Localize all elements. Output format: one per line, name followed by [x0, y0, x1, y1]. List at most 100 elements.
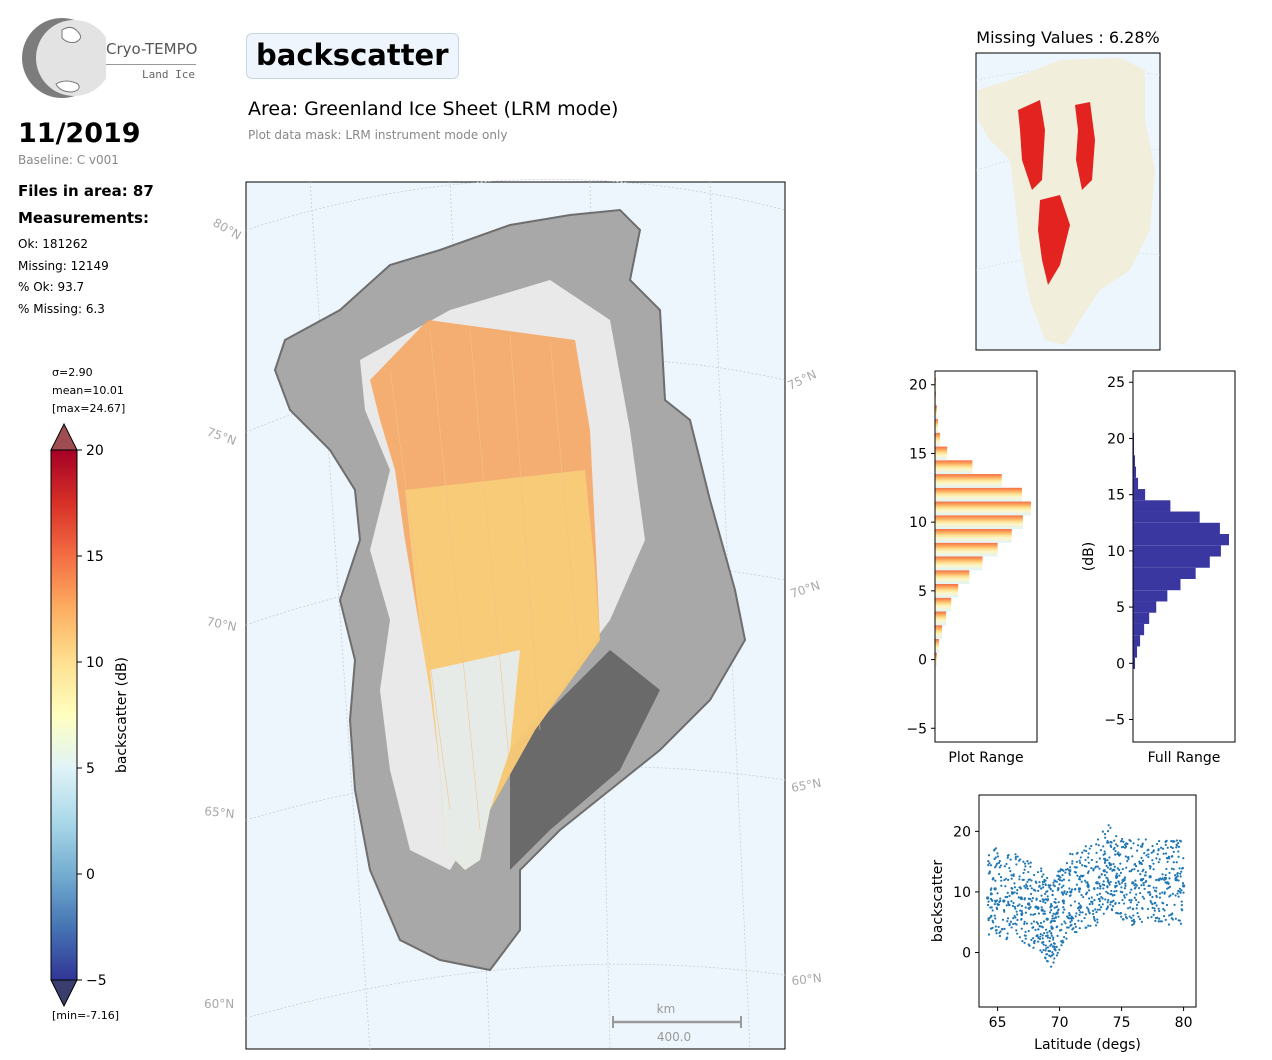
- scatter-cloud-point: [1110, 893, 1113, 896]
- scatter-cloud-point: [995, 906, 998, 909]
- scatter-cloud-point: [1024, 911, 1027, 914]
- scatter-cloud-point: [1088, 889, 1091, 892]
- scatter-cloud-point: [1118, 901, 1121, 905]
- scatter-cloud-point: [996, 852, 999, 855]
- scatter-cloud-point: [1139, 892, 1142, 895]
- scatter-cloud-point: [1109, 867, 1112, 870]
- hist-frame: [1132, 370, 1236, 743]
- scatter-cloud-point: [1065, 893, 1068, 896]
- scatter-cloud-point: [1046, 936, 1049, 939]
- hist-xlabel: Full Range: [1148, 750, 1221, 766]
- scatter-cloud-point: [1043, 892, 1047, 896]
- scatter-cloud-point: [1117, 851, 1120, 854]
- scatter-cloud-point: [1140, 862, 1143, 866]
- scatter-cloud-point: [1055, 880, 1058, 883]
- hist-bar: [1133, 657, 1136, 669]
- scatter-cloud-point: [1170, 840, 1173, 843]
- scatter-cloud-point: [1027, 929, 1030, 933]
- scatter-cloud-point: [1051, 951, 1054, 954]
- scatter-cloud-point: [1158, 858, 1161, 861]
- scatter-cloud-point: [1068, 887, 1071, 890]
- scatter-cloud-point: [1142, 868, 1145, 871]
- lat-label-right-70: 70°N: [789, 578, 822, 601]
- scatter-cloud-point: [1124, 843, 1127, 846]
- scatter-cloud-point: [1175, 846, 1178, 849]
- scatter-cloud-point: [1038, 884, 1041, 887]
- colorbar-gradient: [50, 449, 78, 981]
- scatter-cloud-point: [1106, 885, 1109, 888]
- scatter-cloud-point: [996, 892, 999, 895]
- scatter-cloud-point: [1113, 869, 1116, 872]
- scatter-cloud-point: [1156, 916, 1159, 919]
- scatter-cloud-point: [1078, 878, 1082, 881]
- scatter-cloud-point: [1173, 903, 1176, 906]
- scatter-cloud-point: [1083, 864, 1086, 868]
- scatter-cloud-point: [1034, 928, 1037, 931]
- scatter-cloud-point: [1080, 920, 1083, 923]
- scatter-cloud-point: [1095, 860, 1098, 864]
- scatter-cloud-point: [1164, 918, 1167, 921]
- scatter-cloud-point: [1029, 865, 1032, 868]
- scatter-cloud-point: [1075, 852, 1079, 855]
- scatter-cloud-point: [1075, 912, 1078, 915]
- scatter-point: [1086, 884, 1090, 888]
- scatter-point: [1148, 875, 1152, 879]
- scatter-cloud-point: [1023, 862, 1027, 865]
- scatter-cloud-point: [1106, 905, 1109, 908]
- scatter-cloud-point: [1061, 939, 1064, 942]
- scatter-cloud-point: [1020, 912, 1024, 915]
- colorbar-tick-label: 10: [86, 655, 104, 671]
- scatter-cloud-point: [1040, 906, 1043, 909]
- colorbar-tick-label: −5: [86, 973, 107, 989]
- scatter-cloud-point: [1044, 901, 1047, 904]
- scatter-cloud-point: [1092, 912, 1095, 916]
- scatter-cloud-point: [1041, 883, 1045, 886]
- scatter-cloud-point: [1119, 871, 1122, 874]
- scatter-cloud-point: [986, 903, 990, 907]
- scatter-cloud-point: [1154, 919, 1157, 923]
- scatter-cloud-point: [1098, 867, 1101, 870]
- scatter-cloud-point: [1142, 883, 1145, 887]
- scatter-cloud-point: [991, 899, 994, 902]
- scatter-cloud-point: [1151, 906, 1154, 910]
- scatter-cloud-point: [1119, 911, 1123, 915]
- scatter-cloud-point: [1096, 838, 1100, 841]
- scatter-cloud-point: [1025, 885, 1029, 888]
- hist-bar: [1133, 500, 1171, 512]
- scatter-ytick-label: 10: [953, 885, 971, 901]
- scatter-cloud-point: [1031, 897, 1034, 900]
- scatter-cloud-point: [1008, 922, 1011, 925]
- scatter-cloud-point: [1041, 937, 1044, 940]
- scatter-cloud-point: [1006, 895, 1009, 899]
- lat-label-left-80: 80°N: [211, 215, 244, 242]
- scatter-cloud-point: [999, 864, 1002, 867]
- scatter-cloud-point: [1123, 887, 1127, 890]
- scatter-cloud-point: [1134, 879, 1137, 882]
- scatter-cloud-point: [1086, 906, 1089, 909]
- scatter-cloud-point: [1159, 920, 1162, 923]
- scatter-cloud-point: [1168, 914, 1171, 917]
- scatter-cloud-point: [1032, 937, 1035, 940]
- scatter-cloud-point: [1125, 917, 1128, 920]
- scatter-cloud-point: [1122, 845, 1125, 848]
- hist-bar: [935, 542, 998, 557]
- hist-bar: [935, 474, 1002, 488]
- scale-value: 400.0: [657, 1030, 691, 1044]
- scatter-cloud-point: [1172, 850, 1175, 853]
- scatter-cloud-point: [1173, 874, 1177, 877]
- logo-subtitle: Land Ice: [142, 68, 195, 81]
- scatter-cloud-point: [1018, 875, 1021, 878]
- colorbar-sigma: σ=2.90: [52, 366, 93, 379]
- scatter-cloud-point: [1006, 856, 1009, 859]
- scatter-cloud-point: [1027, 897, 1030, 900]
- scatter-cloud-point: [1044, 883, 1047, 886]
- scatter-cloud-point: [1020, 927, 1023, 930]
- scatter-point: [1077, 887, 1082, 891]
- scatter-cloud-point: [1160, 920, 1163, 923]
- scatter-cloud-point: [994, 900, 997, 904]
- scatter-cloud-point: [1137, 886, 1141, 890]
- scatter-cloud-point: [1168, 895, 1171, 898]
- scatter-cloud-point: [1163, 891, 1166, 894]
- scatter-cloud-point: [1046, 890, 1049, 893]
- hist-bar: [935, 377, 937, 392]
